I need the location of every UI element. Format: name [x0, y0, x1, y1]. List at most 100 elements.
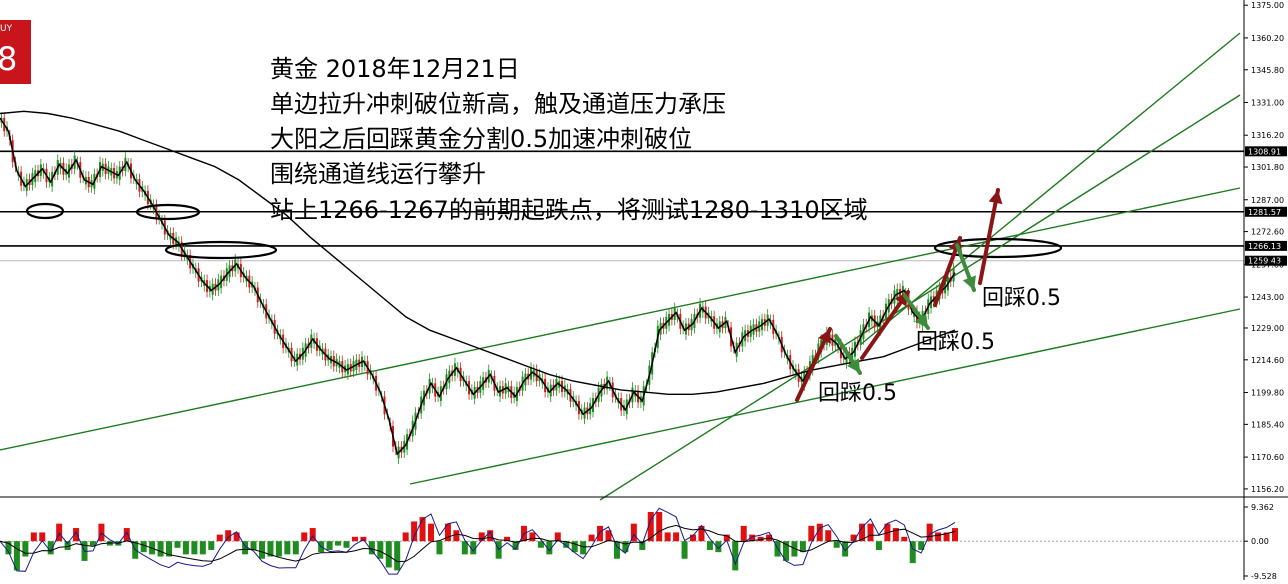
osc-bar	[233, 532, 240, 542]
osc-bar	[740, 525, 747, 542]
osc-bar	[157, 541, 164, 557]
osc-bar	[952, 528, 958, 542]
osc-bar	[166, 541, 173, 557]
osc-bar	[478, 532, 485, 542]
arrow-up-2-shaft	[860, 290, 910, 360]
osc-bar	[656, 511, 663, 542]
ellipse-2	[135, 203, 201, 221]
annotation-line-4: 围绕通道线运行攀升	[270, 160, 486, 188]
ellipse-3	[164, 240, 278, 260]
osc-bar	[749, 534, 756, 542]
osc-bar	[732, 541, 739, 571]
osc-bar	[935, 532, 942, 542]
annotation-line-5: 站上1266-1267的前期起跌点，将测试1280-1310区域	[270, 196, 868, 224]
osc-bar	[377, 541, 384, 559]
osc-bar	[64, 541, 71, 550]
channel-lower-1	[409, 308, 1241, 485]
y-tick-label: 1331.00	[1251, 98, 1284, 107]
osc-bar	[199, 541, 206, 555]
arrow-up-4-head	[988, 190, 1003, 205]
osc-bar	[563, 541, 570, 548]
osc-bar	[326, 541, 333, 550]
osc-bar	[630, 523, 637, 542]
buy-badge-label: UY	[0, 24, 13, 34]
osc-bar	[808, 525, 815, 542]
osc-bar	[487, 530, 494, 542]
support-ellipses	[25, 202, 1063, 260]
osc-bar	[833, 541, 840, 548]
osc-bar	[301, 532, 308, 542]
arrow-down-3-head	[962, 275, 976, 290]
osc-bar	[639, 541, 646, 550]
arrow-up-1-shaft	[795, 327, 832, 402]
osc-bar	[56, 523, 63, 542]
osc-bar	[842, 541, 849, 557]
osc-bar	[892, 528, 899, 542]
osc-bar	[89, 541, 96, 546]
osc-bar	[825, 530, 832, 542]
osc-bar	[250, 541, 257, 550]
buy-badge[interactable]: UY 8	[0, 20, 31, 84]
osc-bar	[402, 532, 409, 542]
y-tick-label: 1257.80	[1251, 260, 1284, 269]
osc-bar	[428, 523, 435, 542]
osc-bar	[723, 534, 730, 542]
y-tick-label: 1185.40	[1251, 420, 1284, 429]
osc-bar	[73, 528, 80, 542]
osc-bar	[512, 541, 519, 550]
y-tick-label: 1301.80	[1251, 163, 1284, 172]
osc-bar	[706, 541, 713, 550]
osc-bar	[605, 530, 612, 542]
level-label-box	[1245, 240, 1287, 251]
y-tick-label: 1170.60	[1251, 453, 1284, 462]
arrow-up-1-head	[818, 329, 831, 344]
osc-bar	[335, 541, 342, 546]
moving-average-line	[0, 110, 956, 395]
osc-bar	[782, 541, 789, 561]
osc-bar	[909, 541, 916, 564]
ellipse-1	[25, 202, 65, 220]
osc-bar	[216, 534, 223, 542]
osc-bar	[309, 528, 316, 542]
channel-lines	[0, 32, 1241, 501]
osc-bar	[799, 541, 806, 553]
osc-bar	[546, 541, 553, 555]
osc-bar	[368, 541, 375, 555]
osc-bar	[580, 541, 587, 555]
y-tick-label: 1316.20	[1251, 131, 1284, 140]
level-label-box	[1245, 255, 1287, 266]
arrow-down-2-head	[914, 313, 928, 328]
y-tick-label: 1199.80	[1251, 389, 1284, 398]
osc-bar	[191, 541, 198, 555]
y-tick-label: 1214.60	[1251, 356, 1284, 365]
osc-bar	[673, 532, 680, 542]
osc-bar	[588, 534, 595, 542]
osc-bar	[267, 541, 274, 557]
osc-bar	[461, 541, 468, 555]
pullback-label-1: 回踩0.5	[818, 381, 897, 406]
osc-bar	[943, 532, 950, 542]
osc-bar	[5, 541, 12, 555]
osc-bar	[242, 541, 249, 555]
y-tick-label: 1375.00	[1251, 1, 1284, 10]
osc-bar	[182, 541, 189, 555]
arrow-down-1-head	[847, 358, 860, 373]
osc-bar	[47, 541, 54, 555]
channel-upper-1	[0, 187, 1241, 451]
osc-bar	[622, 541, 629, 553]
osc-bar	[715, 541, 722, 553]
osc-bar	[926, 523, 933, 542]
osc-bar	[385, 541, 392, 568]
osc-tick-label: 9.362	[1251, 503, 1274, 512]
level-label-box	[1245, 206, 1287, 217]
pullback-label-3: 回踩0.5	[982, 286, 1061, 311]
channel-lower-2	[599, 94, 1241, 501]
osc-bar	[444, 523, 451, 542]
osc-bar	[816, 523, 823, 542]
osc-bar	[850, 534, 857, 542]
osc-bar	[875, 541, 882, 550]
osc-bar	[225, 530, 232, 542]
